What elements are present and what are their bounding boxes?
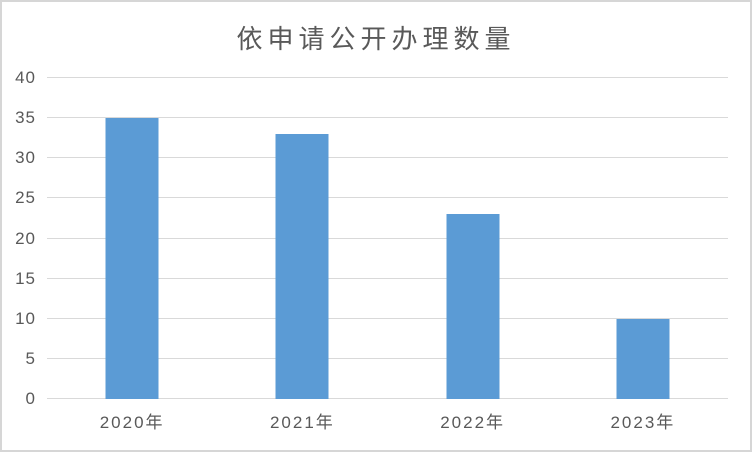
- plot-area: [47, 77, 728, 399]
- y-tick-label: 40: [15, 68, 36, 87]
- bar: [616, 318, 670, 399]
- gridline: [47, 77, 728, 78]
- y-tick-label: 5: [25, 348, 36, 368]
- x-tick-label: 2020年: [99, 413, 165, 432]
- y-tick-label: 15: [15, 268, 36, 288]
- gridline: [47, 357, 728, 359]
- gridline: [47, 317, 728, 319]
- x-axis-labels: 2020年 2021年 2022年 2023年: [47, 408, 728, 434]
- gridline: [47, 277, 728, 279]
- y-tick-label: 0: [25, 389, 36, 408]
- chart-title: 依申请公开办理数量: [236, 24, 516, 54]
- x-tick-label: 2021年: [269, 413, 335, 432]
- y-tick-label: 35: [15, 108, 36, 128]
- bar: [275, 134, 329, 399]
- gridline: [47, 117, 728, 119]
- y-tick-label: 25: [15, 188, 36, 208]
- gridline: [47, 237, 728, 239]
- x-tick-label: 2023年: [610, 413, 676, 432]
- y-axis-labels: 0 5 10 15 20 25 30 35 40: [2, 68, 36, 408]
- bar: [105, 118, 159, 399]
- bar: [446, 214, 500, 399]
- y-tick-label: 20: [15, 228, 36, 248]
- gridline: [47, 197, 728, 199]
- y-tick-label: 10: [15, 308, 36, 328]
- x-tick-label: 2022年: [440, 413, 506, 432]
- y-tick-label: 30: [15, 148, 36, 168]
- gridline: [47, 157, 728, 159]
- gridline: [47, 398, 728, 399]
